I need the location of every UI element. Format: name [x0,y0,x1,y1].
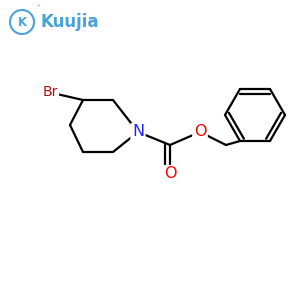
Text: K: K [17,16,27,28]
Text: °: ° [36,5,40,11]
Text: O: O [164,167,176,182]
Text: Kuujia: Kuujia [41,13,100,31]
Text: N: N [132,124,144,140]
Text: Br: Br [42,85,58,99]
Text: O: O [194,124,206,140]
